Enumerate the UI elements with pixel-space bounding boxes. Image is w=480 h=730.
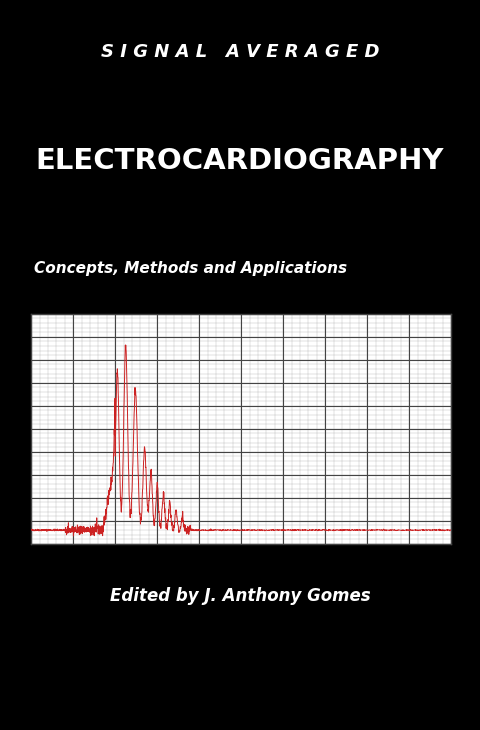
Text: Concepts, Methods and Applications: Concepts, Methods and Applications xyxy=(34,261,347,276)
Text: S I G N A L   A V E R A G E D: S I G N A L A V E R A G E D xyxy=(101,43,379,61)
Text: Edited by J. Anthony Gomes: Edited by J. Anthony Gomes xyxy=(110,587,370,604)
Text: ELECTROCARDIOGRAPHY: ELECTROCARDIOGRAPHY xyxy=(36,147,444,174)
